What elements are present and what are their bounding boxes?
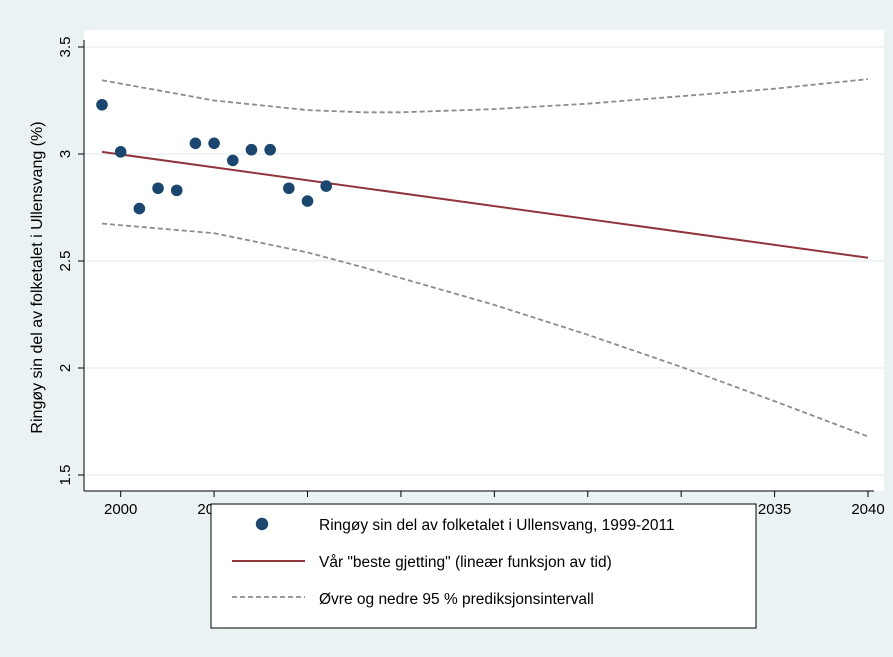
data-point-2003	[170, 184, 183, 197]
fit-line-segment	[101, 150, 869, 259]
data-point-2004	[189, 137, 202, 150]
data-point-2011	[320, 180, 332, 192]
data-point-2009	[283, 182, 295, 195]
data-point-2006	[226, 154, 239, 167]
data-point-2002	[152, 182, 164, 195]
y-tick-label-3: 3	[57, 150, 74, 158]
legend-marker-points	[255, 517, 269, 531]
data-point-2010	[301, 195, 314, 207]
data-point-2005	[208, 137, 220, 150]
data-point-1999	[96, 98, 108, 111]
y-tick-label-0: 1.5	[57, 465, 74, 486]
interval-lower-line	[101, 222, 869, 438]
x-tick-label-2035: 2035	[758, 501, 791, 518]
legend: Ringøy sin del av folketalet i Ullensvan…	[210, 503, 757, 629]
data-point-2001	[133, 202, 146, 215]
legend-box	[210, 503, 757, 629]
x-tick-label-2040: 2040	[851, 501, 884, 518]
y-tick-label-1: 2	[57, 364, 74, 372]
data-point-2000	[114, 146, 127, 158]
y-tick-label-4: 3.5	[57, 37, 74, 58]
prediction-interval	[101, 78, 869, 438]
y-tick-label-2: 2.5	[57, 251, 74, 272]
x-tick-label-2000: 2000	[104, 501, 137, 518]
y-axis-label: Ringøy sin del av folketalet i Ullensvan…	[29, 121, 46, 433]
data-point-2007	[245, 143, 258, 156]
gridlines	[84, 46, 884, 476]
data-point-2008	[264, 143, 276, 156]
fit-line	[101, 150, 869, 259]
scatter-points	[96, 98, 332, 215]
legend-label-fit: Vår "beste gjetting" (lineær funksjon av…	[319, 554, 612, 571]
legend-label-interval: Øvre og nedre 95 % prediksjonsintervall	[319, 591, 594, 608]
legend-label-points: Ringøy sin del av folketalet i Ullensvan…	[319, 517, 675, 534]
interval-upper-line	[101, 78, 869, 114]
